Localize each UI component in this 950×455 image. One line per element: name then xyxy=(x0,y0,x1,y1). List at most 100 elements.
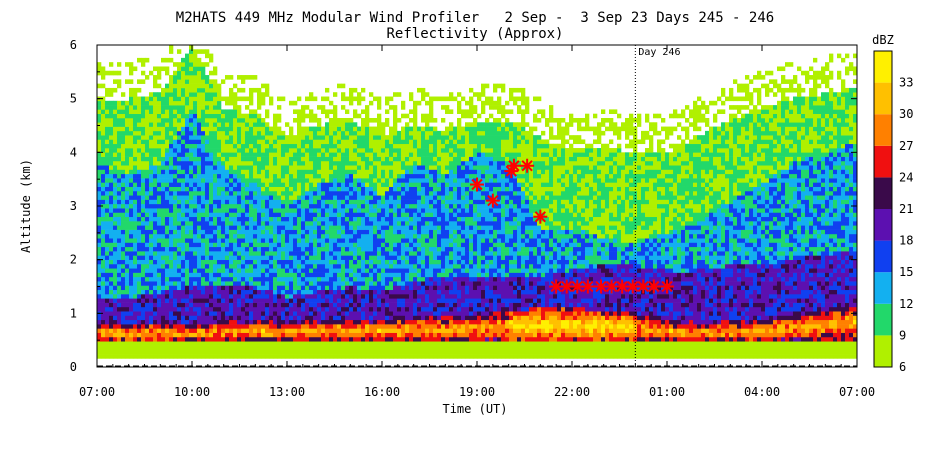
field-cell xyxy=(105,246,110,252)
field-cell xyxy=(229,212,234,218)
field-cell xyxy=(213,126,218,132)
field-cell xyxy=(269,96,274,102)
field-cell xyxy=(293,212,298,218)
field-cell xyxy=(361,182,366,187)
field-cell xyxy=(393,225,398,230)
field-cell xyxy=(373,148,378,153)
field-cell xyxy=(353,302,358,308)
field-cell xyxy=(409,92,414,97)
field-cell xyxy=(257,190,262,196)
field-cell xyxy=(381,246,386,252)
field-cell xyxy=(229,294,234,299)
field-cell xyxy=(297,233,302,239)
field-cell xyxy=(177,62,182,67)
field-cell xyxy=(417,87,422,93)
field-cell xyxy=(109,298,114,303)
field-cell xyxy=(265,302,270,308)
field-cell xyxy=(209,79,214,84)
field-cell xyxy=(261,208,266,213)
field-cell xyxy=(97,315,102,321)
field-cell xyxy=(193,87,198,93)
field-cell xyxy=(193,195,198,200)
field-cell xyxy=(417,242,422,248)
field-cell xyxy=(189,45,194,50)
field-cell xyxy=(105,105,110,110)
field-cell xyxy=(245,349,250,355)
field-cell xyxy=(249,306,254,312)
field-cell xyxy=(129,173,134,179)
field-cell xyxy=(281,268,286,273)
field-cell xyxy=(221,319,226,325)
field-cell xyxy=(385,336,390,342)
field-cell xyxy=(329,203,334,209)
field-cell xyxy=(285,203,290,209)
field-cell xyxy=(117,139,122,145)
field-cell xyxy=(181,75,186,80)
field-cell xyxy=(101,315,106,321)
field-cell xyxy=(333,143,338,149)
field-cell xyxy=(253,259,258,265)
field-cell xyxy=(413,285,418,291)
field-cell xyxy=(241,148,246,153)
field-cell xyxy=(397,169,402,175)
field-cell xyxy=(417,173,422,179)
field-cell xyxy=(273,294,278,299)
field-cell xyxy=(205,238,210,243)
field-cell xyxy=(397,315,402,321)
field-cell xyxy=(313,186,318,192)
field-cell xyxy=(325,294,330,299)
field-cell xyxy=(153,281,158,286)
field-cell xyxy=(165,199,170,205)
field-cell xyxy=(241,354,246,359)
field-cell xyxy=(213,255,218,260)
field-cell xyxy=(405,276,410,282)
field-cell xyxy=(357,328,362,333)
field-cell xyxy=(197,272,202,278)
field-cell xyxy=(125,203,130,209)
field-cell xyxy=(293,349,298,355)
field-cell xyxy=(381,259,386,265)
field-cell xyxy=(129,105,134,110)
field-cell xyxy=(337,306,342,312)
field-cell xyxy=(193,315,198,321)
field-cell xyxy=(177,259,182,265)
field-cell xyxy=(169,160,174,166)
field-cell xyxy=(293,251,298,256)
field-cell xyxy=(117,242,122,248)
field-cell xyxy=(225,160,230,166)
field-cell xyxy=(129,70,134,76)
field-cell xyxy=(341,195,346,200)
field-cell xyxy=(349,289,354,295)
field-cell xyxy=(281,324,286,329)
field-cell xyxy=(225,130,230,136)
field-cell xyxy=(345,221,350,226)
field-cell xyxy=(337,139,342,145)
field-cell xyxy=(177,324,182,329)
field-cell xyxy=(245,281,250,286)
field-cell xyxy=(373,328,378,333)
field-cell xyxy=(133,208,138,213)
field-cell xyxy=(133,345,138,351)
field-cell xyxy=(237,242,242,248)
chart-title: M2HATS 449 MHz Modular Wind Profiler 2 S… xyxy=(176,10,774,26)
field-cell xyxy=(189,281,194,286)
field-cell xyxy=(245,160,250,166)
field-cell xyxy=(373,289,378,295)
field-cell xyxy=(137,182,142,187)
field-cell xyxy=(117,216,122,222)
field-cell xyxy=(297,117,302,123)
field-cell xyxy=(169,156,174,162)
field-cell xyxy=(329,285,334,291)
field-cell xyxy=(157,100,162,106)
field-cell xyxy=(97,83,102,89)
field-cell xyxy=(97,341,102,346)
field-cell xyxy=(121,276,126,282)
field-cell xyxy=(289,345,294,351)
field-cell xyxy=(205,225,210,230)
field-cell xyxy=(385,208,390,213)
field-cell xyxy=(221,233,226,239)
field-cell xyxy=(253,143,258,149)
field-cell xyxy=(265,130,270,136)
field-cell xyxy=(185,109,190,114)
